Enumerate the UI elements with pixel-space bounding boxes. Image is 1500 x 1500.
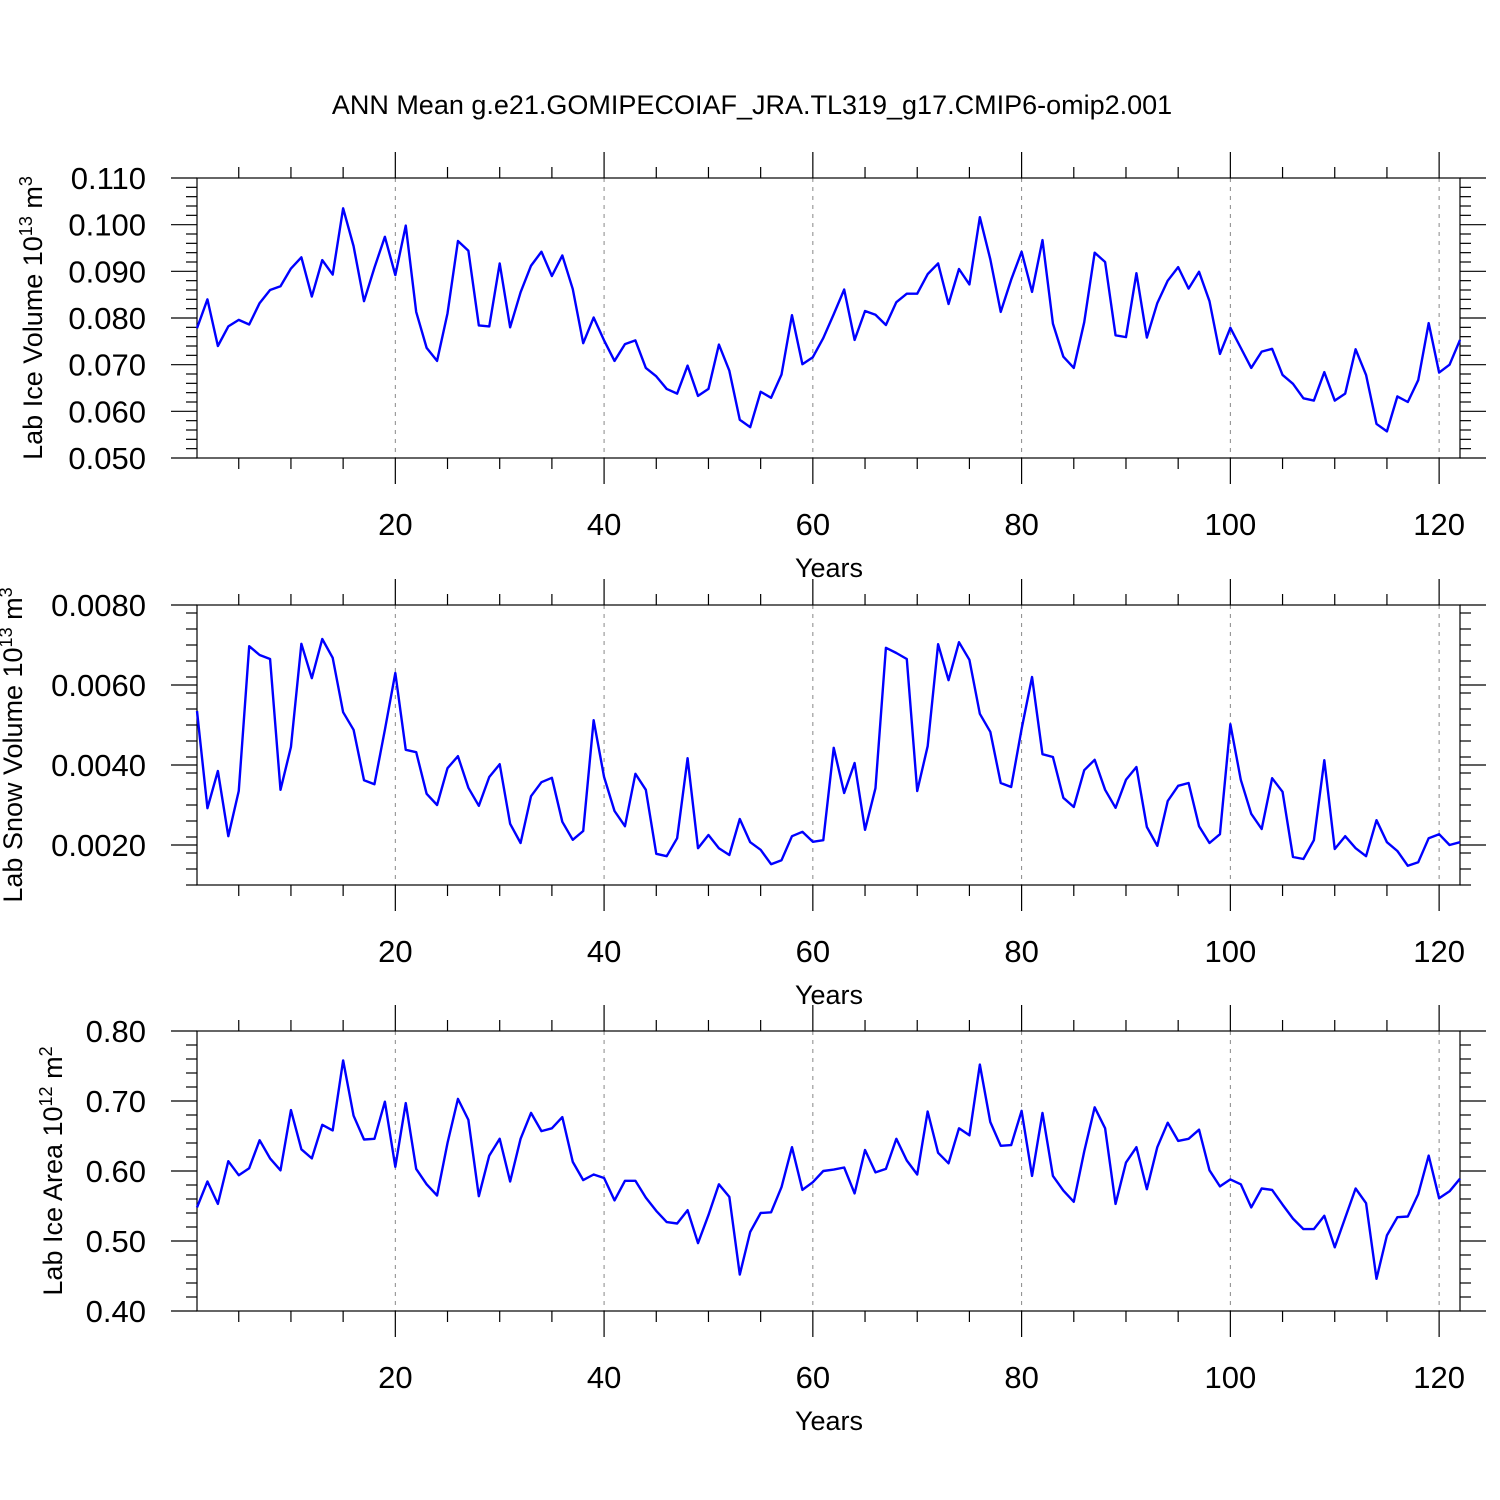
y-tick-label: 0.070 bbox=[68, 348, 146, 383]
ice-volume-panel: 0.050 0.060 0.070 0.080 0.090 0.100 0.110 20 40 6… bbox=[16, 152, 1486, 583]
x-tick-label: 100 bbox=[1204, 934, 1256, 969]
y-tick-label: 0.0040 bbox=[51, 748, 146, 783]
y-tick-label: 0.090 bbox=[68, 254, 146, 289]
x-tick-label: 60 bbox=[796, 1360, 830, 1395]
x-tick-label: 80 bbox=[1004, 934, 1038, 969]
y-tick-label: 0.0020 bbox=[51, 828, 146, 863]
x-axis-label: Years bbox=[795, 980, 863, 1010]
x-axis-label: Years bbox=[795, 553, 863, 583]
x-tick-label: 120 bbox=[1413, 934, 1465, 969]
y-tick-label: 0.0080 bbox=[51, 588, 146, 623]
ice-area-panel: 0.40 0.50 0.60 0.70 0.80 20 40 60 80 100 120 Years L… bbox=[36, 1005, 1486, 1436]
y-tick-label: 0.060 bbox=[68, 394, 146, 429]
y-tick-label: 0.080 bbox=[68, 301, 146, 336]
series-line bbox=[195, 637, 1461, 867]
x-axis-label: Years bbox=[795, 1406, 863, 1436]
plot-frame bbox=[196, 604, 1461, 886]
x-tick-label: 120 bbox=[1413, 1360, 1465, 1395]
y-tick-label: 0.60 bbox=[86, 1154, 146, 1189]
y-tick-label: 0.110 bbox=[71, 161, 146, 196]
y-tick-label: 0.70 bbox=[86, 1084, 146, 1119]
x-tick-label: 40 bbox=[587, 507, 621, 542]
plot-frame bbox=[196, 177, 1461, 459]
y-tick-label: 0.50 bbox=[86, 1224, 146, 1259]
x-tick-label: 100 bbox=[1204, 507, 1256, 542]
x-tick-label: 40 bbox=[587, 1360, 621, 1395]
y-tick-label: 0.0060 bbox=[51, 668, 146, 703]
y-axis-label: Lab Ice Volume 1013 m3 bbox=[16, 176, 48, 460]
y-tick-label: 0.80 bbox=[86, 1014, 146, 1049]
x-tick-label: 80 bbox=[1004, 507, 1038, 542]
x-tick-label: 60 bbox=[796, 507, 830, 542]
x-tick-label: 20 bbox=[378, 1360, 412, 1395]
x-tick-label: 40 bbox=[587, 934, 621, 969]
y-axis-label: Lab Ice Area 1012 m2 bbox=[36, 1046, 68, 1295]
x-tick-label: 100 bbox=[1204, 1360, 1256, 1395]
y-tick-label: 0.40 bbox=[86, 1294, 146, 1329]
x-tick-label: 120 bbox=[1413, 507, 1465, 542]
x-tick-label: 20 bbox=[378, 934, 412, 969]
series-line bbox=[195, 207, 1462, 433]
x-tick-label: 80 bbox=[1004, 1360, 1038, 1395]
x-tick-label: 60 bbox=[796, 934, 830, 969]
series-line bbox=[195, 1059, 1461, 1281]
y-tick-label: 0.050 bbox=[68, 441, 146, 476]
figure-title: ANN Mean g.e21.GOMIPECOIAF_JRA.TL319_g17… bbox=[332, 90, 1172, 120]
y-axis-label: Lab Snow Volume 1013 m3 bbox=[0, 587, 28, 902]
y-tick-label: 0.100 bbox=[68, 208, 146, 243]
x-tick-label: 20 bbox=[378, 507, 412, 542]
snow-volume-panel: 0.0020 0.0040 0.0060 0.0080 20 40 60 80 100 120 Ye… bbox=[0, 579, 1486, 1010]
